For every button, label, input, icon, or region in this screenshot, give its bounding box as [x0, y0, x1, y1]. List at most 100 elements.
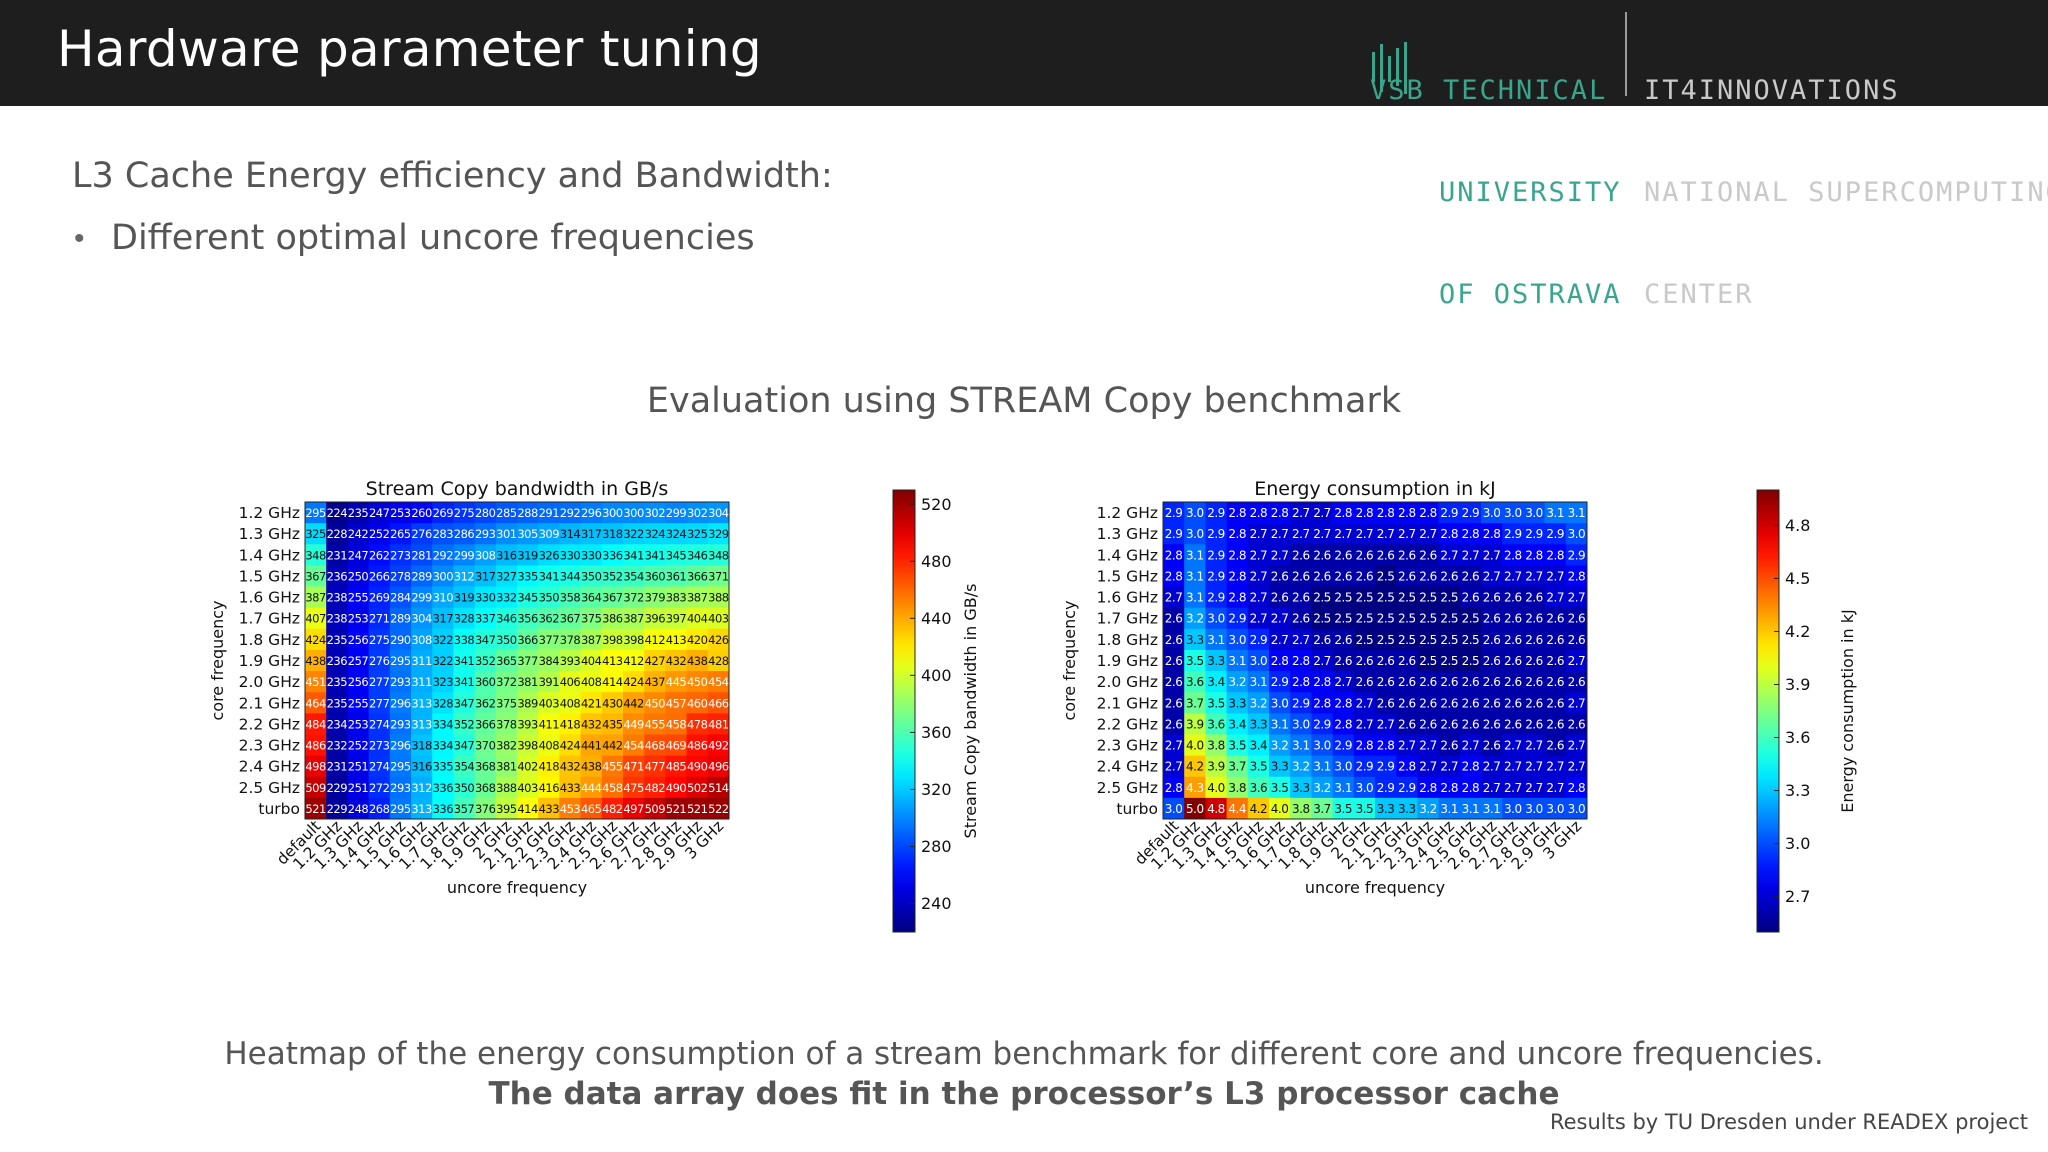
- cell-value-label: 384: [539, 654, 560, 668]
- credit-text: Results by TU Dresden under READEX proje…: [1549, 1110, 2028, 1134]
- cell-value-label: 3.0: [1165, 802, 1183, 816]
- cell-value-label: 358: [560, 591, 581, 605]
- heatmap-cell: [686, 797, 709, 820]
- heatmap-cell: [665, 607, 687, 630]
- cell-value-label: 403: [517, 781, 538, 795]
- cell-value-label: 386: [602, 612, 623, 626]
- cell-value-label: 3.8: [1207, 739, 1225, 753]
- cell-value-label: 393: [560, 654, 581, 668]
- cell-value-label: 482: [645, 781, 666, 795]
- cell-value-label: 360: [645, 569, 666, 583]
- cell-value-label: 255: [348, 591, 369, 605]
- cell-value-label: 2.6: [1165, 654, 1183, 668]
- heatmap-cell: [1523, 544, 1545, 566]
- heatmap-cell: [368, 776, 391, 799]
- cell-value-label: 2.8: [1292, 654, 1310, 668]
- cell-value-label: 3.0: [1186, 527, 1204, 541]
- cell-value-label: 514: [708, 781, 729, 795]
- heatmap-cell: [1459, 713, 1482, 735]
- cell-value-label: 466: [708, 696, 729, 710]
- heatmap-cell: [1269, 692, 1291, 714]
- heatmap-cell: [1311, 713, 1333, 735]
- heatmap-cell: [644, 734, 666, 756]
- cell-value-label: 3.5: [1186, 654, 1204, 668]
- cell-value-label: 3.0: [1228, 633, 1246, 647]
- colorbar-tick-label: 400: [921, 666, 952, 685]
- cell-value-label: 486: [687, 739, 708, 753]
- heatmap-cell: [1290, 797, 1312, 820]
- cell-value-label: 2.5: [1398, 612, 1416, 626]
- heatmap-cell: [1544, 797, 1567, 820]
- heatmap-cell: [517, 544, 539, 566]
- heatmap-cell: [1290, 544, 1312, 566]
- colorbar-tick-label: 3.3: [1785, 781, 1810, 800]
- cell-value-label: 347: [454, 739, 475, 753]
- cell-value-label: 2.8: [1313, 675, 1331, 689]
- cell-value-label: 265: [390, 527, 411, 541]
- cell-value-label: 2.7: [1504, 569, 1522, 583]
- cell-value-label: 378: [496, 717, 517, 731]
- cell-value-label: 2.6: [1525, 612, 1543, 626]
- heatmap-cell: [495, 628, 518, 651]
- heatmap-cell: [432, 671, 454, 693]
- heatmap-cell: [495, 502, 518, 524]
- heatmap-cell: [1184, 565, 1206, 587]
- cell-value-label: 2.6: [1525, 633, 1543, 647]
- heatmap-cell: [1481, 628, 1503, 651]
- cell-value-label: 3.0: [1186, 506, 1204, 520]
- heatmap-cell: [1163, 544, 1185, 566]
- cell-value-label: 251: [348, 760, 369, 774]
- cell-value-label: 2.6: [1165, 612, 1183, 626]
- heatmap-cell: [559, 523, 581, 545]
- heatmap-cell: [644, 755, 666, 778]
- cell-value-label: 2.6: [1462, 696, 1480, 710]
- heatmap-cell: [389, 586, 412, 609]
- cell-value-label: 257: [348, 654, 369, 668]
- cell-value-label: 253: [390, 506, 411, 520]
- heatmap-cell: [368, 713, 391, 735]
- heatmap-cell: [623, 607, 645, 630]
- heatmap-cell: [1269, 671, 1291, 693]
- cell-value-label: 2.9: [1377, 781, 1395, 795]
- y-tick-label: 1.7 GHz: [239, 610, 300, 628]
- heatmap-cell: [623, 797, 645, 820]
- cell-value-label: 3.1: [1186, 548, 1204, 562]
- heatmap-cell: [686, 607, 709, 630]
- cell-value-label: 2.6: [1546, 633, 1564, 647]
- cell-value-label: 484: [305, 717, 326, 731]
- cell-value-label: 408: [581, 675, 602, 689]
- cell-value-label: 2.6: [1525, 696, 1543, 710]
- cell-value-label: 2.8: [1165, 569, 1183, 583]
- heatmap-cell: [368, 502, 391, 524]
- colorbar-tick-label: 2.7: [1785, 887, 1810, 906]
- cell-value-label: 292: [433, 548, 454, 562]
- heatmap-cell: [1332, 734, 1355, 756]
- cell-value-label: 291: [539, 506, 560, 520]
- cell-value-label: 231: [327, 760, 348, 774]
- colorbar-tick-label: 4.5: [1785, 569, 1810, 588]
- heatmap-cell: [1205, 649, 1227, 672]
- cell-value-label: 366: [687, 569, 708, 583]
- cell-value-label: 428: [708, 654, 729, 668]
- cell-value-label: 3.6: [1250, 781, 1268, 795]
- heatmap-cell: [1353, 797, 1376, 820]
- cell-value-label: 224: [327, 506, 348, 520]
- heatmap-cell: [411, 502, 433, 524]
- heatmap-cell: [305, 628, 327, 651]
- header-bar: Hardware parameter tuning VSB TECHNICAL …: [0, 0, 2048, 310]
- y-tick-label: 1.4 GHz: [1097, 546, 1158, 564]
- cell-value-label: 2.6: [1356, 548, 1374, 562]
- cell-value-label: 2.5: [1462, 612, 1480, 626]
- cell-value-label: 2.6: [1334, 548, 1352, 562]
- heatmap-cell: [347, 713, 369, 735]
- cell-value-label: 3.0: [1546, 802, 1564, 816]
- cell-value-label: 310: [433, 591, 454, 605]
- cell-value-label: 387: [623, 612, 644, 626]
- heatmap-cell: [1459, 671, 1482, 693]
- cell-value-label: 346: [687, 548, 708, 562]
- heatmap-cell: [538, 544, 560, 566]
- cell-value-label: 521: [666, 802, 687, 816]
- cell-value-label: 2.8: [1334, 717, 1352, 731]
- heatmap-cell: [1565, 734, 1588, 756]
- heatmap-cell: [453, 755, 475, 778]
